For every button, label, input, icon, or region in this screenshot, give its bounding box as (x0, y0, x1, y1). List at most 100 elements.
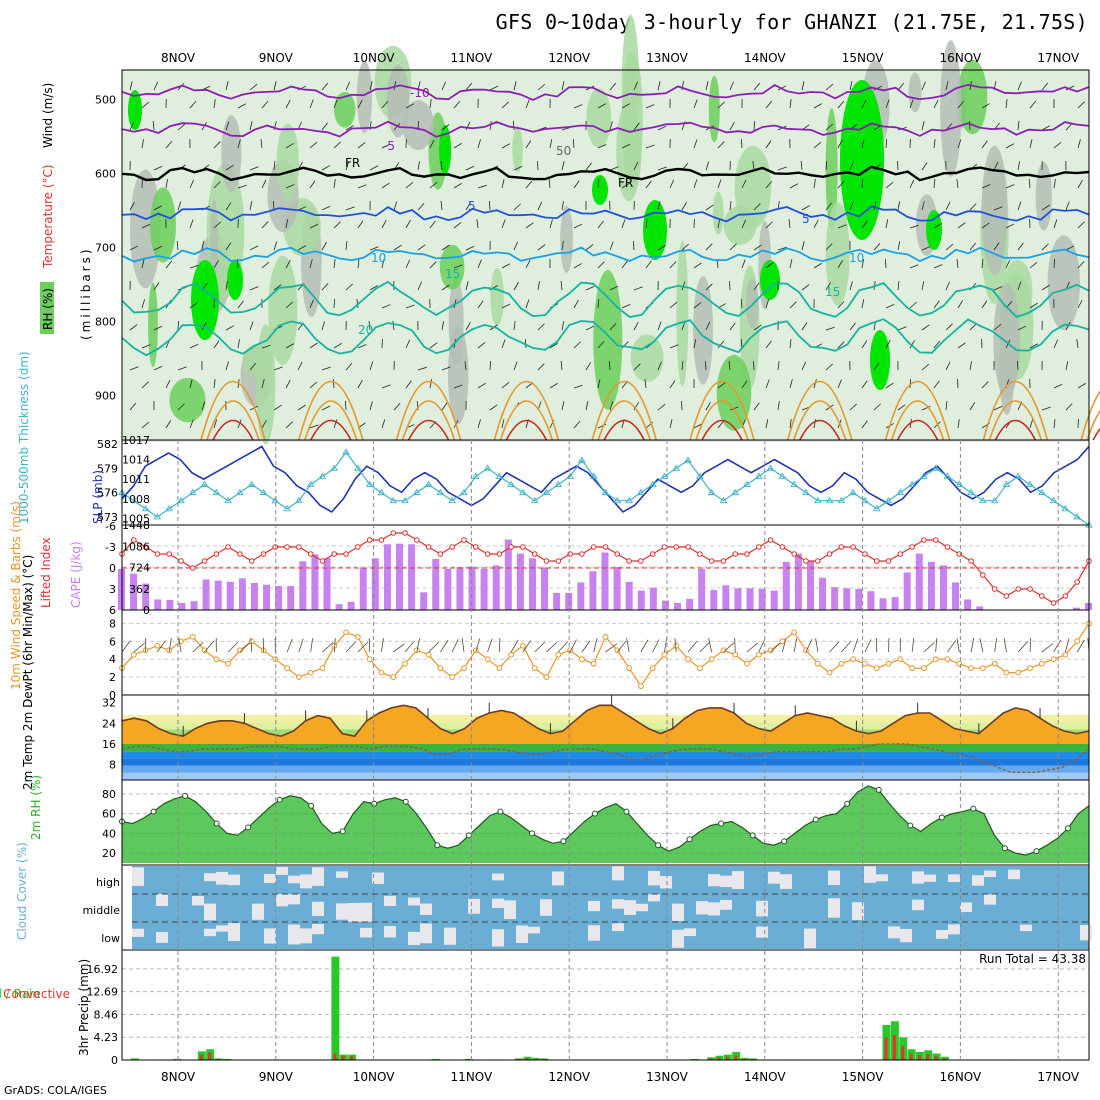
thickness-marker (896, 488, 905, 496)
precip-total-label: Total / Rain (0, 987, 40, 1001)
wind-barb (189, 419, 194, 429)
wind-barb (525, 259, 531, 269)
wind-barb (864, 639, 872, 653)
wind-barb (740, 338, 743, 349)
wind-speed-marker (248, 638, 255, 645)
wind-speed-marker (637, 683, 644, 689)
wind-barb (909, 264, 919, 269)
wind-barb (368, 321, 371, 331)
thickness-marker (719, 496, 728, 504)
wind-barb (381, 219, 387, 229)
lifted-index-marker (1015, 586, 1022, 592)
cloud-cell (780, 874, 792, 889)
cape-bar (855, 588, 863, 610)
wind-speed-marker (1050, 656, 1057, 663)
wind-barb (152, 121, 155, 131)
cape-bar (287, 585, 295, 610)
temp2m-axis-label: 2m Temp 2m DewPt (6hr Min/Max) (°C) (21, 555, 35, 790)
cape-bar (383, 544, 391, 610)
cape-bar (480, 568, 488, 610)
cape-bar (613, 567, 621, 610)
wind-barb (168, 638, 172, 653)
cloud-cell (468, 898, 480, 914)
wind-barb (537, 323, 545, 331)
wind-barb (513, 241, 518, 251)
wind-barb (873, 362, 880, 371)
wind-barb (1065, 85, 1075, 91)
wind-speed-marker (885, 660, 892, 667)
wind-barb (705, 81, 709, 91)
wind-speed-marker (932, 656, 939, 663)
cape-bar (335, 604, 343, 610)
contour-label: FR (618, 176, 633, 190)
rh-blob (256, 324, 276, 445)
wind-barb (369, 401, 373, 411)
wind-speed-marker (696, 665, 703, 672)
cape-bar (649, 587, 657, 610)
wind-barb (729, 243, 737, 251)
rh2m-marker (434, 842, 441, 849)
wind-speed-marker (814, 660, 821, 667)
wind-barb (837, 224, 847, 229)
wind-barb (585, 325, 595, 331)
cape-bar (698, 568, 706, 610)
wind-barb (249, 121, 253, 131)
wind-barb (657, 321, 662, 331)
wind-barb (729, 121, 735, 131)
thickness-marker (967, 488, 975, 496)
cloud-cell (360, 927, 372, 938)
wind-barb (1017, 201, 1022, 211)
wind-barb (957, 300, 964, 309)
wind-tick: 4 (109, 653, 116, 666)
wind-barb (921, 324, 930, 331)
cloud-cell (696, 901, 708, 915)
wind-barb (501, 419, 505, 429)
cape-bar (879, 598, 887, 610)
wind-barb (201, 241, 205, 251)
cloud-cell (960, 902, 972, 913)
lifted-index-marker (602, 544, 609, 550)
wind-barb (947, 640, 956, 653)
wind-barb (475, 638, 481, 653)
warm-contour (603, 419, 645, 441)
wind-barb (465, 281, 469, 291)
cloud-cell (756, 926, 768, 938)
rh-high-blob (592, 175, 608, 205)
wind-barb (837, 100, 845, 109)
lifted-index-marker (1074, 579, 1081, 585)
wind-barb (765, 379, 770, 389)
lifted-index-marker (744, 551, 750, 557)
wind-barb (489, 404, 498, 411)
contour-label: -5 (383, 139, 395, 153)
precip-convective-bar (742, 1058, 746, 1060)
wind-speed-marker (284, 665, 290, 672)
lifted-index-marker (673, 544, 680, 550)
wind-speed-marker (791, 629, 798, 636)
cloud-cell (492, 873, 504, 881)
wind-barb (261, 379, 265, 389)
contour-label: 15 (445, 267, 460, 281)
cloud-cell (408, 931, 420, 946)
rh2m-marker (781, 838, 788, 845)
wind-barb (581, 640, 591, 653)
wind-barb (873, 201, 877, 211)
wind-barb (237, 103, 247, 109)
wind-barb (885, 182, 894, 189)
wind-barb (477, 300, 484, 309)
wind-barb (734, 637, 736, 653)
temperature-axis-label: Temperature (°C) (41, 164, 55, 269)
wind-barb (687, 640, 698, 653)
cape-bar (226, 581, 234, 610)
slp-tick: 1008 (122, 493, 150, 506)
wind-barb (740, 138, 743, 149)
precip-convective-bar (333, 1053, 337, 1060)
wind-barb (921, 246, 931, 251)
wind-barb (464, 361, 467, 371)
cloud-cell (336, 903, 348, 920)
rh-high-blob (439, 125, 451, 175)
wind-barb (393, 81, 397, 91)
lifted-index-marker (803, 558, 809, 564)
thickness-marker (755, 472, 763, 479)
wind-barb (392, 321, 395, 331)
wind-barb (227, 641, 239, 653)
